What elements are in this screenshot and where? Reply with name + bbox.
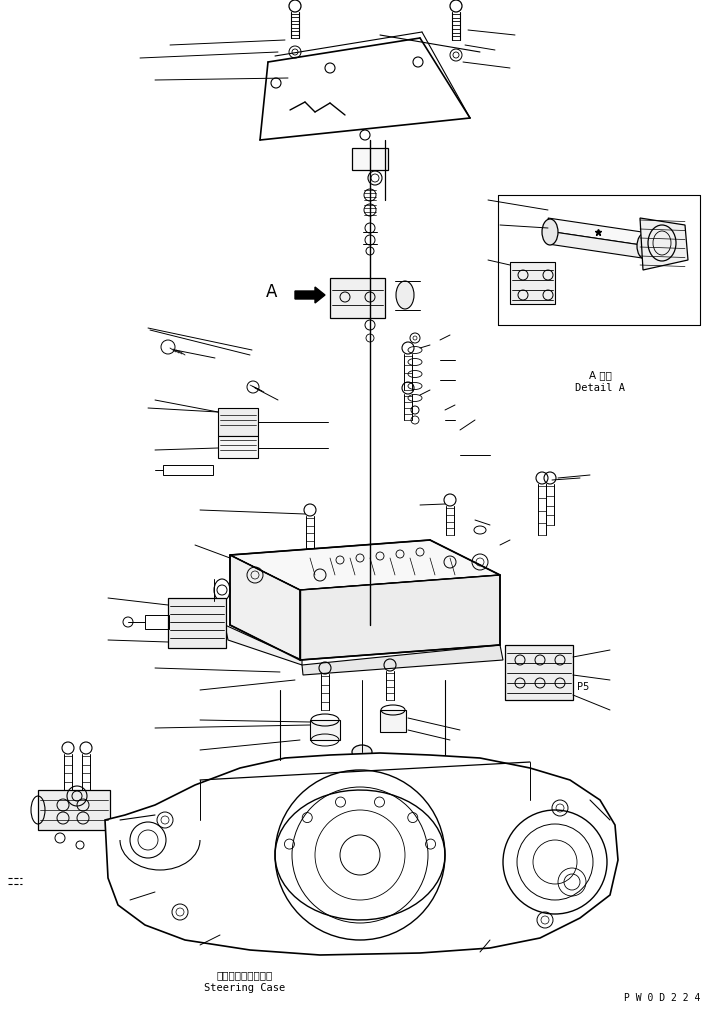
Bar — [330, 278, 385, 318]
Bar — [145, 615, 169, 629]
Bar — [310, 720, 340, 740]
Bar — [163, 465, 213, 475]
FancyArrow shape — [295, 287, 325, 303]
Polygon shape — [548, 232, 648, 258]
Polygon shape — [105, 753, 618, 955]
Bar — [352, 148, 388, 170]
Ellipse shape — [396, 281, 414, 309]
Polygon shape — [275, 790, 445, 920]
Text: A: A — [266, 283, 278, 301]
Text: ステアリングケース: ステアリングケース — [217, 970, 273, 980]
Polygon shape — [640, 218, 688, 270]
Ellipse shape — [352, 745, 372, 759]
Bar — [510, 262, 555, 304]
Polygon shape — [225, 625, 302, 665]
Ellipse shape — [542, 219, 558, 245]
Text: Steering Case: Steering Case — [204, 983, 286, 993]
Polygon shape — [300, 575, 500, 660]
Text: A 詳細: A 詳細 — [588, 370, 611, 380]
Polygon shape — [230, 540, 500, 590]
Bar — [380, 710, 406, 732]
Polygon shape — [548, 218, 648, 246]
Bar — [505, 645, 573, 700]
Bar — [168, 598, 226, 648]
Ellipse shape — [637, 233, 653, 259]
Bar — [38, 790, 110, 830]
Text: P5: P5 — [577, 682, 589, 692]
Text: P W 0 D 2 2 4: P W 0 D 2 2 4 — [624, 993, 700, 1003]
Polygon shape — [230, 555, 300, 660]
Bar — [218, 408, 258, 436]
Text: Detail A: Detail A — [575, 383, 625, 393]
Polygon shape — [302, 645, 503, 675]
Bar — [218, 436, 258, 458]
